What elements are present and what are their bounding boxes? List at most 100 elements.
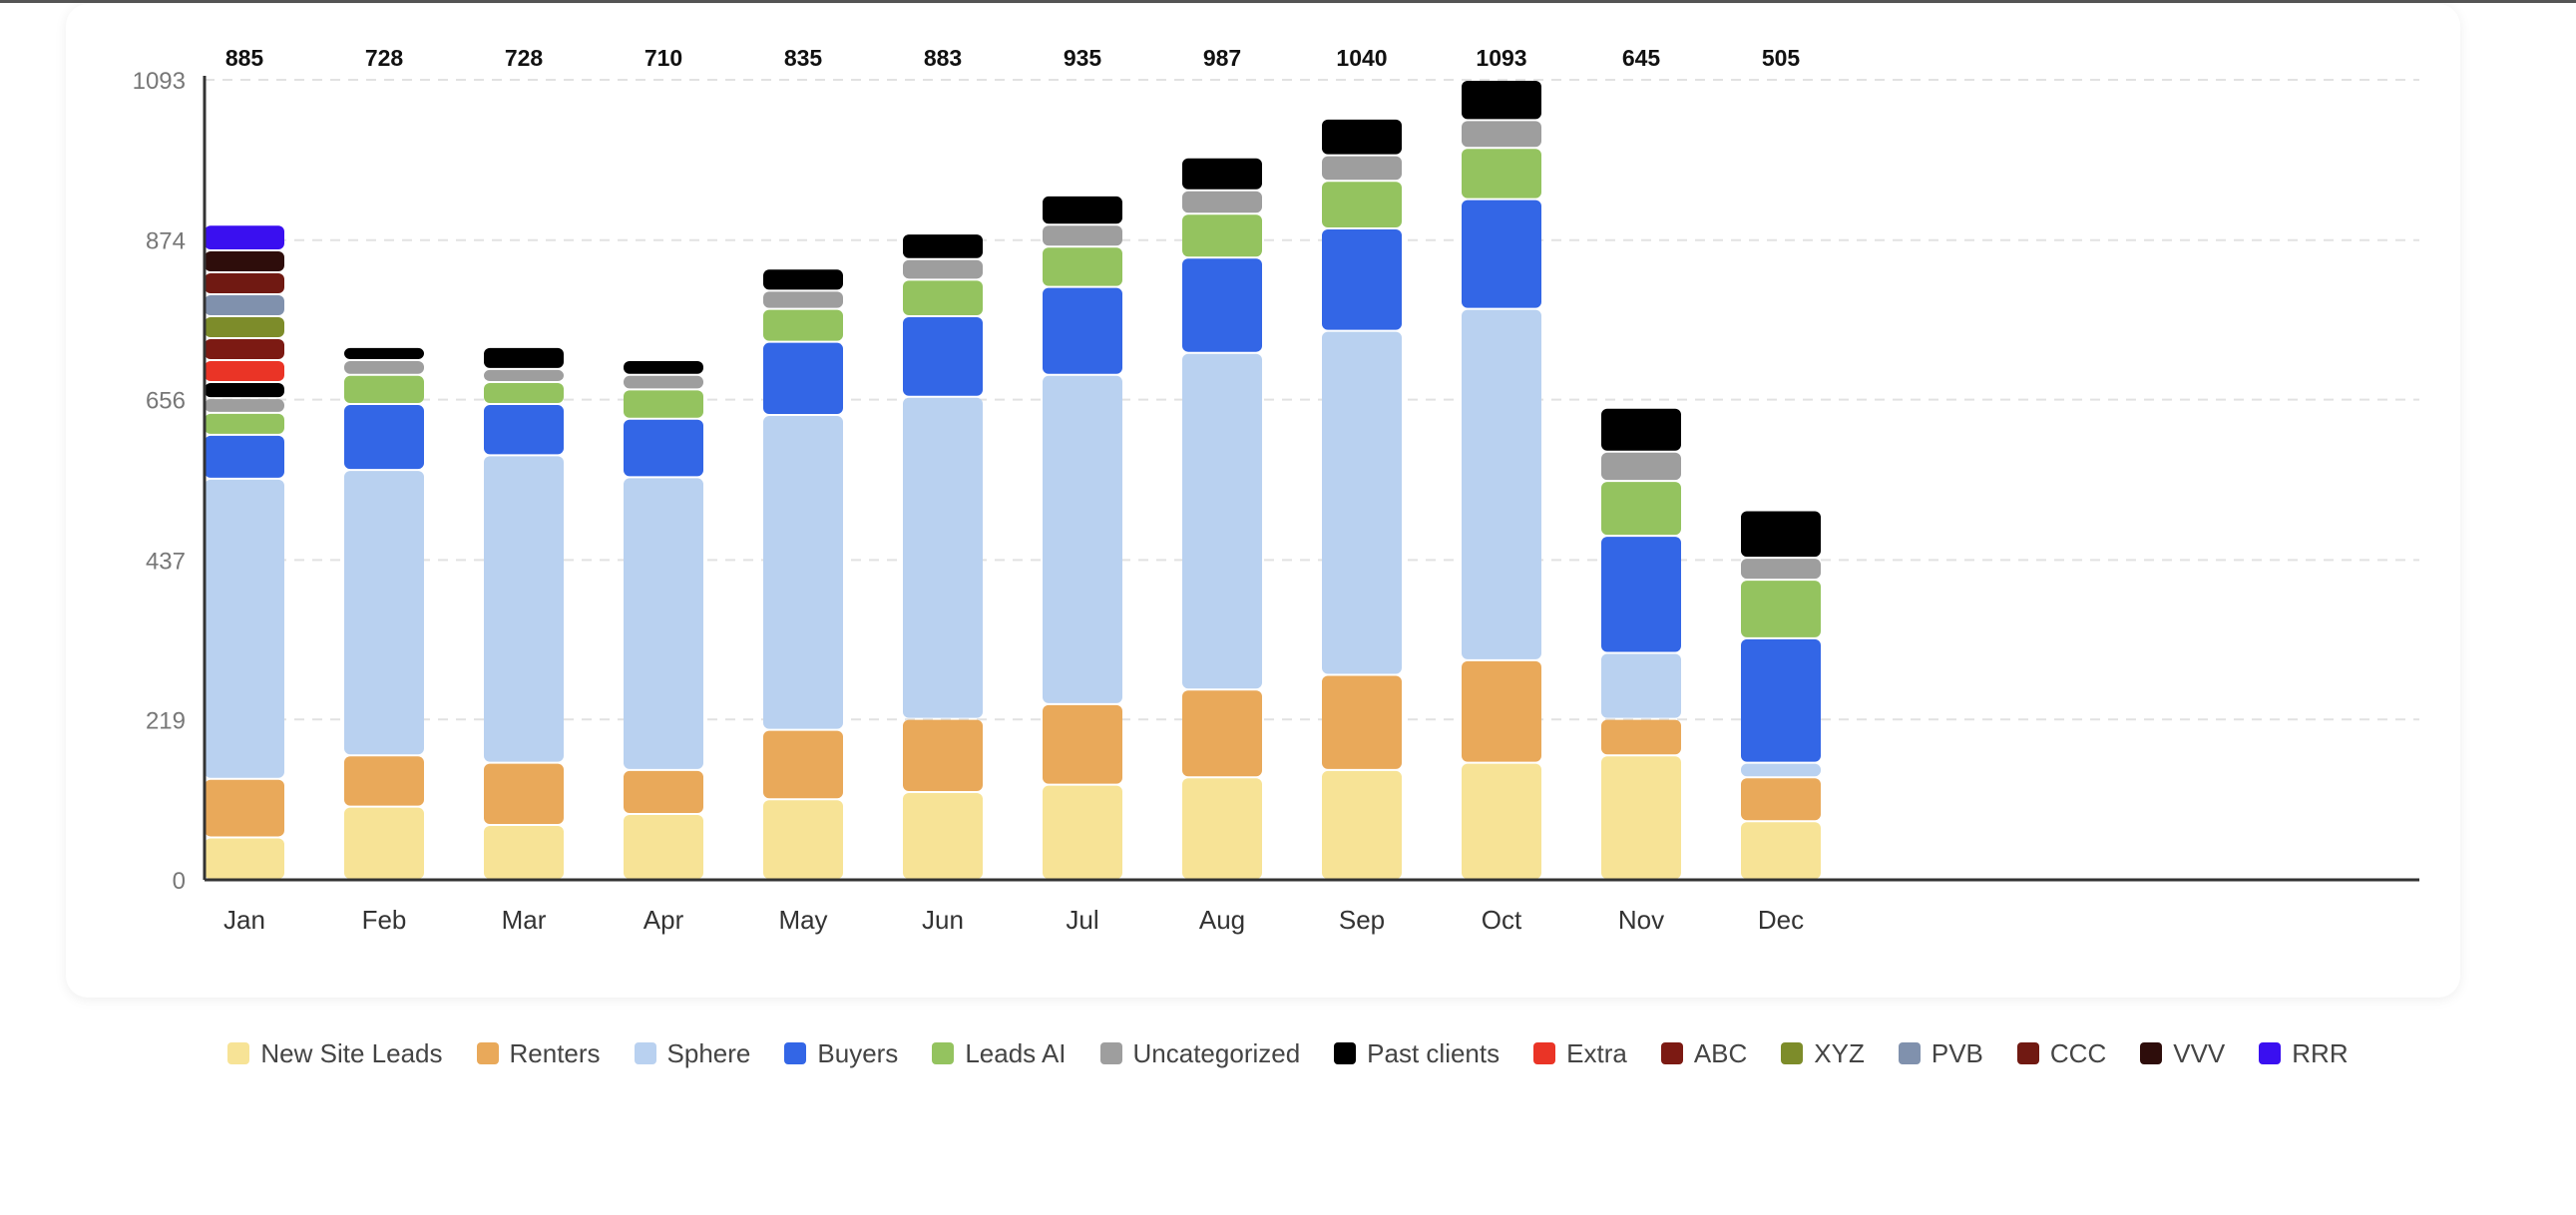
x-tick-label: Aug: [1199, 905, 1245, 935]
legend-item[interactable]: RRR: [2259, 1038, 2349, 1069]
legend-item[interactable]: New Site Leads: [227, 1037, 443, 1069]
x-tick-label: Mar: [502, 905, 547, 935]
bar-total-label: 835: [784, 45, 823, 71]
bar-segment: [763, 416, 843, 729]
x-tick-label: Jan: [223, 905, 265, 935]
bar-segment: [1462, 200, 1541, 308]
bar-segment: [484, 347, 564, 368]
legend-item[interactable]: Buyers: [784, 1038, 898, 1069]
bar-segment: [1741, 559, 1821, 580]
bar-segment: [205, 339, 284, 360]
bar-segment: [1043, 785, 1122, 879]
y-tick-label: 437: [146, 548, 186, 575]
legend-swatch: [2140, 1042, 2163, 1064]
bar-total-label: 885: [225, 45, 264, 71]
x-tick-label: Jun: [922, 905, 964, 935]
chart-card: [66, 4, 2460, 998]
bar-segment: [1322, 675, 1402, 769]
legend-label: PVB: [1931, 1037, 1983, 1068]
bar-segment: [1043, 196, 1122, 224]
x-tick-label: Oct: [1482, 905, 1522, 935]
bar-segment: [1601, 537, 1681, 652]
legend-label: New Site Leads: [260, 1037, 443, 1068]
bar-segment: [1601, 452, 1681, 481]
legend-label: Renters: [509, 1037, 601, 1068]
bar-segment: [1182, 778, 1262, 879]
bar-total-label: 645: [1622, 45, 1661, 71]
bar-segment: [624, 478, 703, 769]
legend-label: Uncategorized: [1132, 1037, 1301, 1068]
legend-label: ABC: [1693, 1037, 1748, 1068]
bar-segment: [1741, 638, 1821, 762]
bar-segment: [903, 719, 983, 791]
bar-total-label: 728: [505, 45, 544, 71]
legend-swatch: [2259, 1042, 2282, 1064]
bar-segment: [484, 383, 564, 404]
legend-item[interactable]: VVV: [2140, 1038, 2225, 1069]
bar-total-label: 1093: [1476, 45, 1526, 71]
bar-segment: [205, 399, 284, 412]
bar-segment: [903, 792, 983, 879]
bar-segment: [205, 413, 284, 434]
legend-item[interactable]: Sphere: [634, 1038, 750, 1069]
bar-segment: [903, 317, 983, 396]
bar-segment: [205, 383, 284, 398]
bar-segment: [1462, 121, 1541, 148]
bar-segment: [1741, 778, 1821, 821]
bar-segment: [763, 730, 843, 799]
bar-segment: [763, 800, 843, 879]
legend-item[interactable]: Extra: [1533, 1038, 1627, 1069]
legend-swatch: [227, 1042, 250, 1064]
bar-segment: [1182, 191, 1262, 213]
legend-item[interactable]: XYZ: [1781, 1038, 1865, 1069]
bar-segment: [903, 397, 983, 718]
bar-segment: [763, 309, 843, 341]
bar-segment: [205, 317, 284, 338]
legend-swatch: [476, 1042, 499, 1064]
top-border: [0, 0, 2576, 3]
legend-item[interactable]: Past clients: [1334, 1038, 1500, 1069]
labels-layer: 0 219 437 656 874 1093 885 Jan 728 Feb 728 Mar 710 Ap…: [133, 45, 1805, 935]
bar-segment: [1182, 158, 1262, 190]
bar-segment: [205, 294, 284, 316]
bar-segment: [1043, 225, 1122, 246]
legend-item[interactable]: ABC: [1660, 1037, 1748, 1069]
legend-item[interactable]: Leads AI: [932, 1038, 1067, 1069]
legend-label: CCC: [2049, 1037, 2107, 1068]
bar-segment: [1601, 482, 1681, 536]
bar-segment: [1322, 770, 1402, 879]
bar-segment: [344, 361, 424, 374]
bar-segment: [903, 234, 983, 258]
bar-segment: [624, 814, 703, 879]
bar-total-label: 883: [924, 45, 962, 71]
bar-segment: [344, 405, 424, 470]
bar-segment: [1462, 81, 1541, 120]
y-tick-label: 656: [146, 388, 186, 415]
y-tick-label: 0: [173, 868, 186, 895]
legend-item[interactable]: Uncategorized: [1099, 1037, 1301, 1069]
legend-swatch: [2016, 1042, 2039, 1064]
bar-segment: [1322, 228, 1402, 330]
bar-segment: [624, 390, 703, 418]
bar-segment: [624, 770, 703, 813]
bar-segment: [763, 291, 843, 308]
legend-item[interactable]: PVB: [1898, 1037, 1983, 1069]
bar-segment: [344, 756, 424, 806]
bar-segment: [1462, 660, 1541, 762]
bar-segment: [205, 272, 284, 293]
bar-segment: [1322, 182, 1402, 227]
legend-swatch: [1099, 1042, 1122, 1064]
bar-segment: [484, 825, 564, 879]
bar-segment: [1601, 756, 1681, 879]
legend-label: VVV: [2173, 1037, 2226, 1068]
bar-segment: [1462, 309, 1541, 659]
bar-segment: [1043, 375, 1122, 703]
bar-total-label: 1040: [1336, 45, 1387, 71]
grid-layer: [205, 79, 2419, 721]
legend-item[interactable]: Renters: [476, 1037, 601, 1069]
bar-segment: [1741, 511, 1821, 558]
legend-swatch: [1898, 1042, 1921, 1064]
legend-label: Buyers: [817, 1037, 899, 1068]
bar-segment: [344, 375, 424, 404]
legend-item[interactable]: CCC: [2016, 1037, 2107, 1069]
